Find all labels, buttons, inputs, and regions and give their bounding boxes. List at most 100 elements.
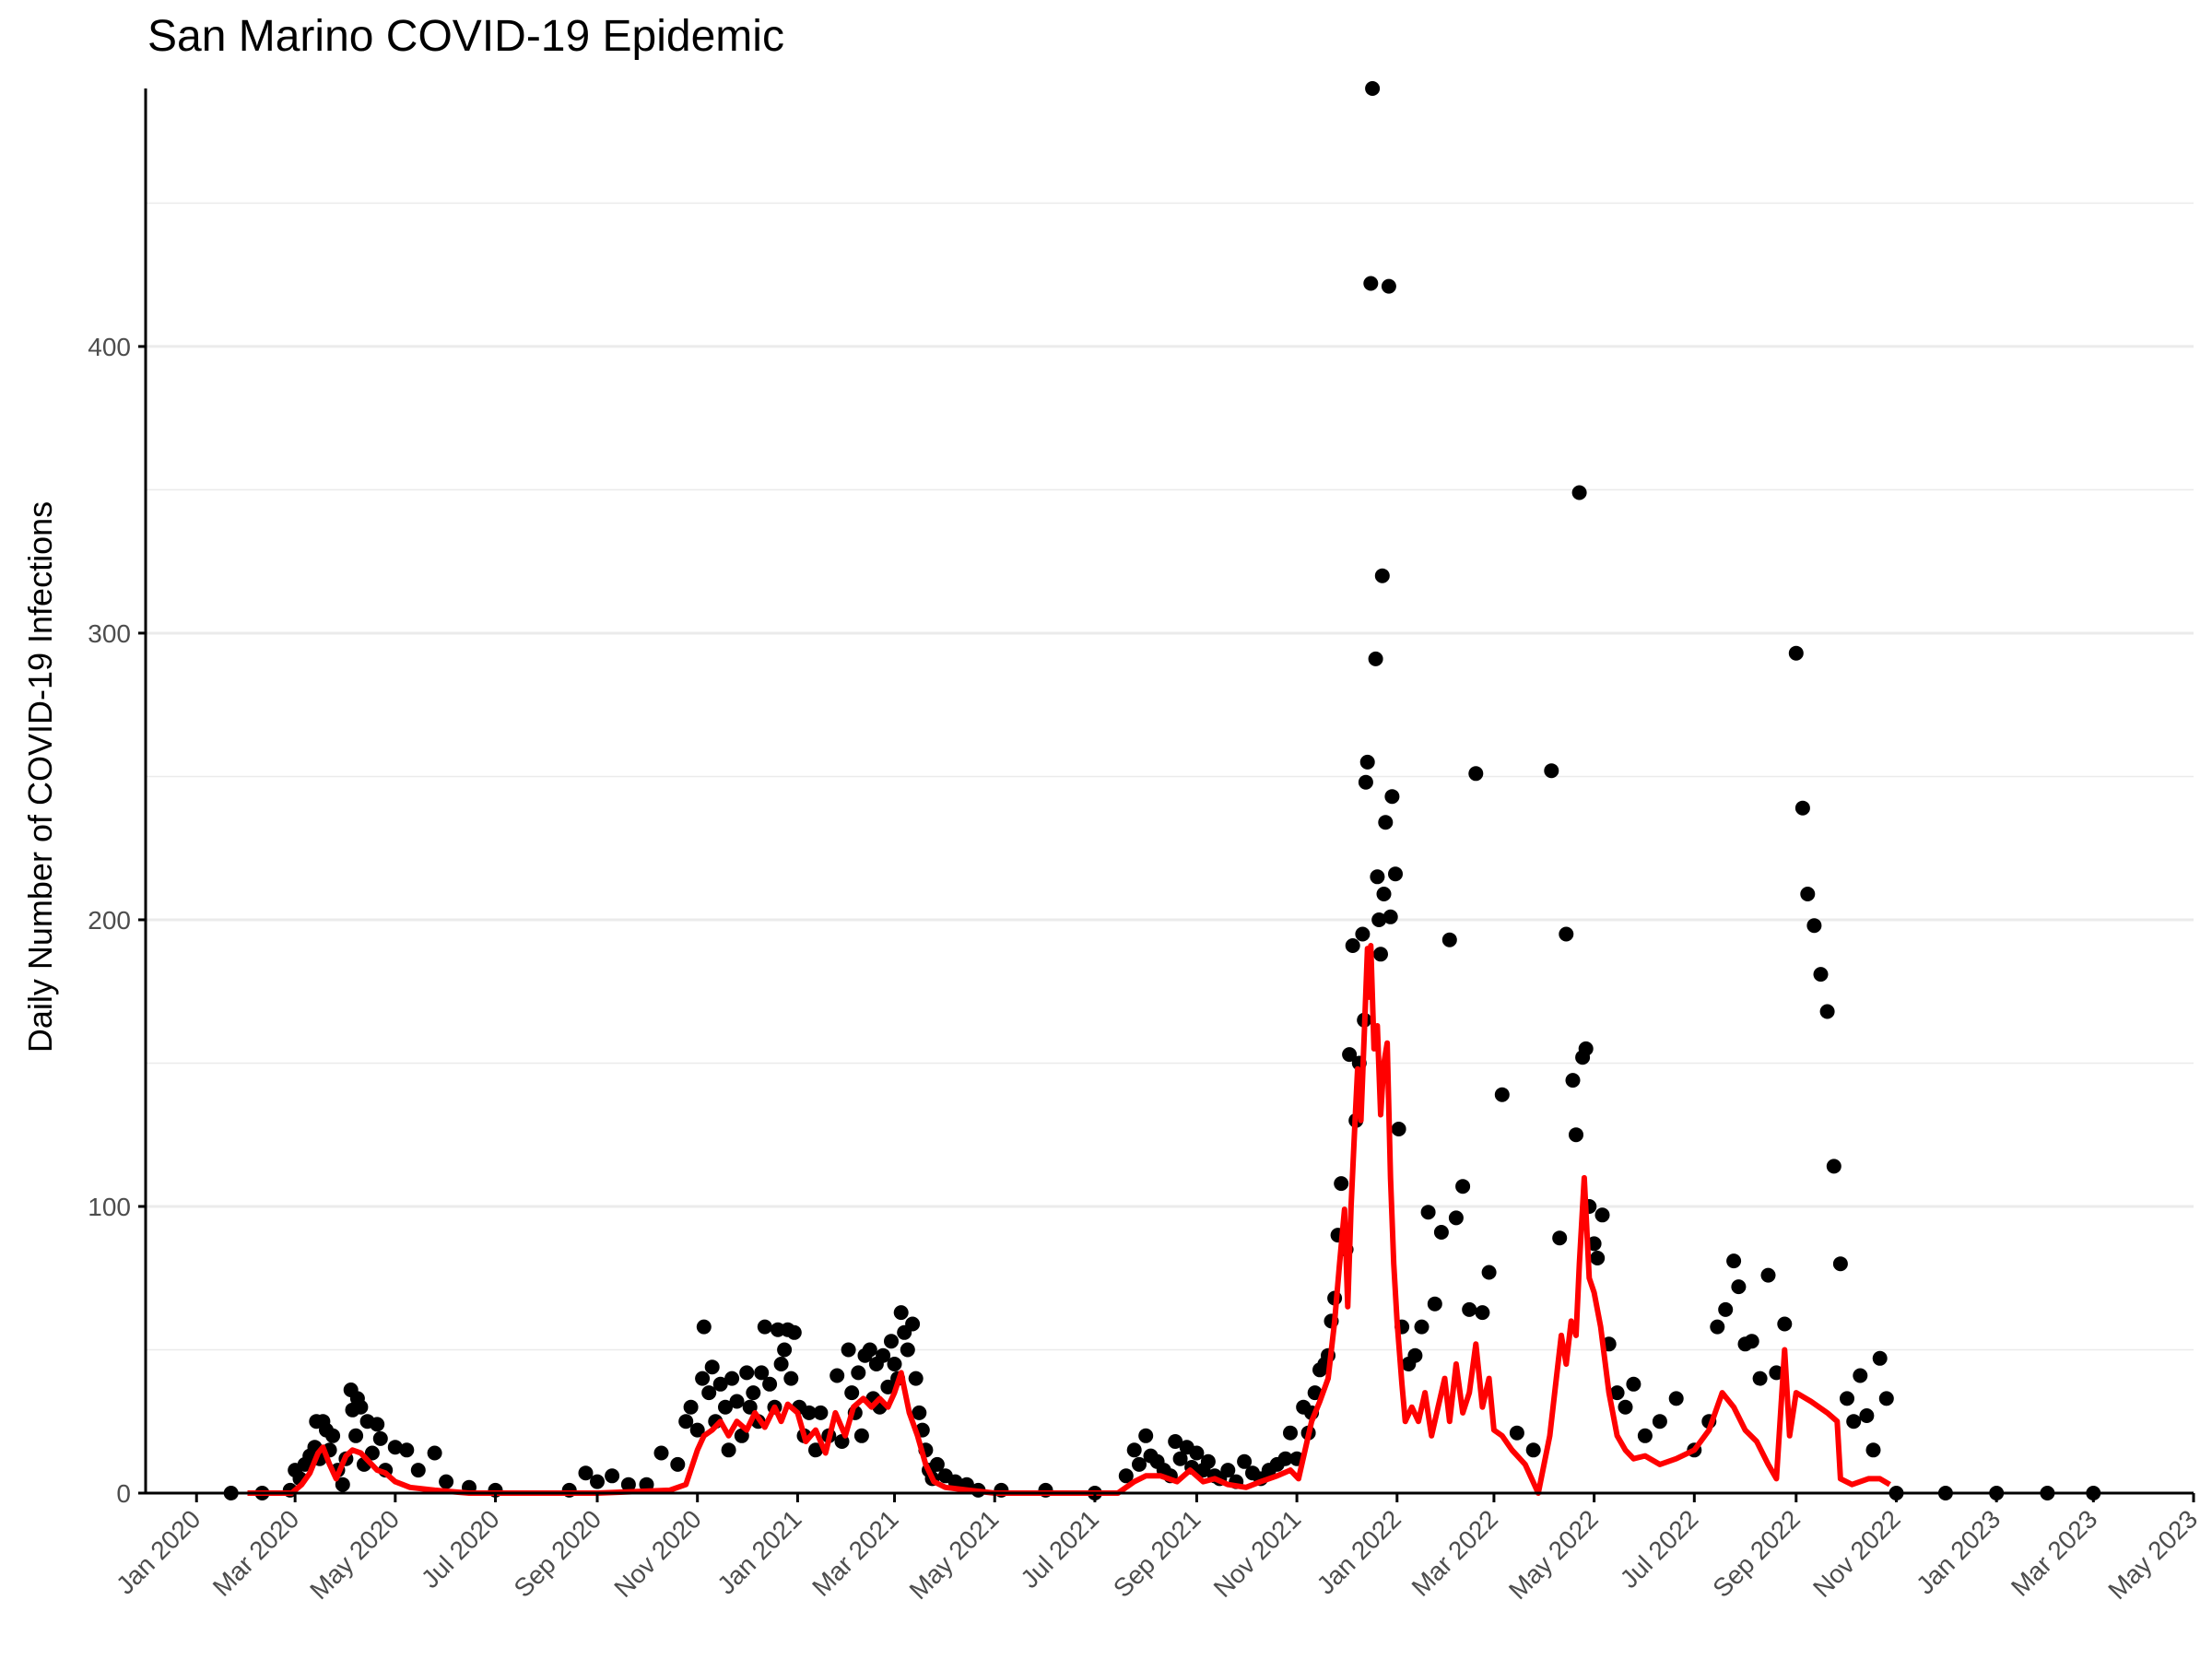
data-point bbox=[1853, 1368, 1868, 1383]
data-point bbox=[862, 1342, 877, 1358]
data-point bbox=[1118, 1468, 1134, 1484]
x-tick-label: Jan 2022 bbox=[1312, 1504, 1406, 1599]
data-point bbox=[841, 1342, 856, 1358]
data-point bbox=[578, 1465, 594, 1481]
data-point bbox=[1378, 815, 1394, 830]
y-tick-label: 300 bbox=[88, 619, 131, 648]
data-point bbox=[1189, 1445, 1205, 1461]
x-tick-label: Nov 2020 bbox=[608, 1504, 707, 1603]
data-point bbox=[884, 1334, 899, 1349]
data-point bbox=[1420, 1205, 1436, 1220]
x-tick-label: Mar 2023 bbox=[2006, 1504, 2103, 1602]
x-tick-label: May 2022 bbox=[1503, 1504, 1604, 1605]
x-tick-label: May 2021 bbox=[904, 1504, 1005, 1605]
y-tick-label: 100 bbox=[88, 1193, 131, 1221]
data-point bbox=[1578, 1041, 1594, 1056]
x-tick-label: Mar 2021 bbox=[806, 1504, 904, 1602]
data-point bbox=[1355, 926, 1371, 942]
data-point bbox=[1374, 568, 1390, 583]
data-point bbox=[893, 1305, 909, 1321]
data-point bbox=[1832, 1256, 1848, 1272]
data-point bbox=[1427, 1296, 1442, 1312]
data-point bbox=[364, 1445, 380, 1461]
smoothed-line bbox=[247, 943, 1891, 1496]
data-point bbox=[813, 1405, 829, 1420]
data-point bbox=[335, 1477, 350, 1492]
data-point bbox=[1371, 912, 1387, 927]
data-point bbox=[1441, 932, 1457, 947]
data-point bbox=[1826, 1159, 1841, 1174]
x-tick-label: Jul 2020 bbox=[416, 1504, 505, 1594]
data-point bbox=[696, 1319, 712, 1335]
data-point bbox=[1565, 1073, 1581, 1088]
data-point bbox=[1769, 1365, 1784, 1381]
data-point bbox=[729, 1394, 745, 1409]
data-point bbox=[762, 1376, 778, 1392]
data-point bbox=[712, 1376, 728, 1392]
data-point bbox=[876, 1347, 891, 1363]
data-point bbox=[1569, 1127, 1583, 1143]
data-point bbox=[1342, 1047, 1358, 1063]
x-tick-label: Sep 2021 bbox=[1108, 1504, 1206, 1603]
data-point bbox=[1365, 81, 1381, 96]
data-point bbox=[1559, 926, 1574, 942]
data-point bbox=[704, 1359, 720, 1375]
data-point bbox=[1618, 1399, 1633, 1415]
data-point bbox=[370, 1417, 385, 1432]
data-point bbox=[1368, 651, 1383, 666]
data-point bbox=[683, 1399, 699, 1415]
data-point bbox=[786, 1324, 802, 1340]
data-point bbox=[1571, 485, 1587, 500]
data-point bbox=[773, 1357, 789, 1371]
data-point bbox=[1462, 1301, 1477, 1317]
data-point bbox=[739, 1365, 755, 1381]
data-point bbox=[590, 1474, 605, 1489]
x-tick-label: Nov 2022 bbox=[1807, 1504, 1906, 1603]
data-point bbox=[830, 1368, 845, 1383]
data-point bbox=[1359, 754, 1375, 770]
data-point bbox=[1806, 918, 1822, 934]
data-point bbox=[783, 1371, 799, 1386]
x-tick-label: Nov 2021 bbox=[1208, 1504, 1307, 1603]
data-point bbox=[353, 1399, 369, 1415]
data-point bbox=[1668, 1391, 1684, 1406]
data-point bbox=[1382, 909, 1398, 924]
data-point bbox=[689, 1422, 705, 1438]
data-point bbox=[1594, 1207, 1610, 1223]
data-point bbox=[947, 1474, 963, 1489]
data-point bbox=[399, 1442, 415, 1458]
data-point bbox=[1637, 1428, 1653, 1443]
data-point bbox=[905, 1316, 921, 1332]
data-point bbox=[1481, 1265, 1497, 1280]
data-point bbox=[1384, 789, 1400, 805]
data-point bbox=[1414, 1319, 1430, 1335]
y-tick-label: 200 bbox=[88, 906, 131, 935]
data-point bbox=[1237, 1453, 1253, 1469]
data-point bbox=[853, 1428, 869, 1443]
data-point bbox=[1525, 1442, 1541, 1458]
data-point bbox=[721, 1442, 736, 1458]
data-point bbox=[1126, 1442, 1142, 1458]
x-tick-label: Jan 2021 bbox=[712, 1504, 806, 1599]
data-point bbox=[410, 1463, 426, 1478]
data-point bbox=[1334, 1176, 1349, 1192]
data-point bbox=[620, 1477, 636, 1492]
x-tick-label: Mar 2022 bbox=[1406, 1504, 1504, 1602]
data-point bbox=[1220, 1463, 1236, 1478]
data-point bbox=[1878, 1391, 1894, 1406]
data-point bbox=[1376, 887, 1392, 901]
data-point bbox=[1373, 947, 1388, 962]
data-point bbox=[1752, 1371, 1768, 1386]
y-axis-label: Daily Number of COVID-19 Infections bbox=[21, 501, 59, 1053]
data-point bbox=[1819, 1004, 1835, 1019]
data-point bbox=[1726, 1253, 1742, 1269]
data-point bbox=[1345, 938, 1360, 953]
data-point bbox=[1813, 967, 1829, 982]
data-point bbox=[427, 1445, 442, 1461]
data-point bbox=[1731, 1279, 1747, 1295]
data-point bbox=[900, 1342, 915, 1358]
data-point bbox=[1744, 1334, 1759, 1349]
data-point bbox=[1138, 1428, 1154, 1443]
data-point bbox=[1391, 1122, 1406, 1136]
x-tick-label: Jul 2021 bbox=[1015, 1504, 1104, 1594]
